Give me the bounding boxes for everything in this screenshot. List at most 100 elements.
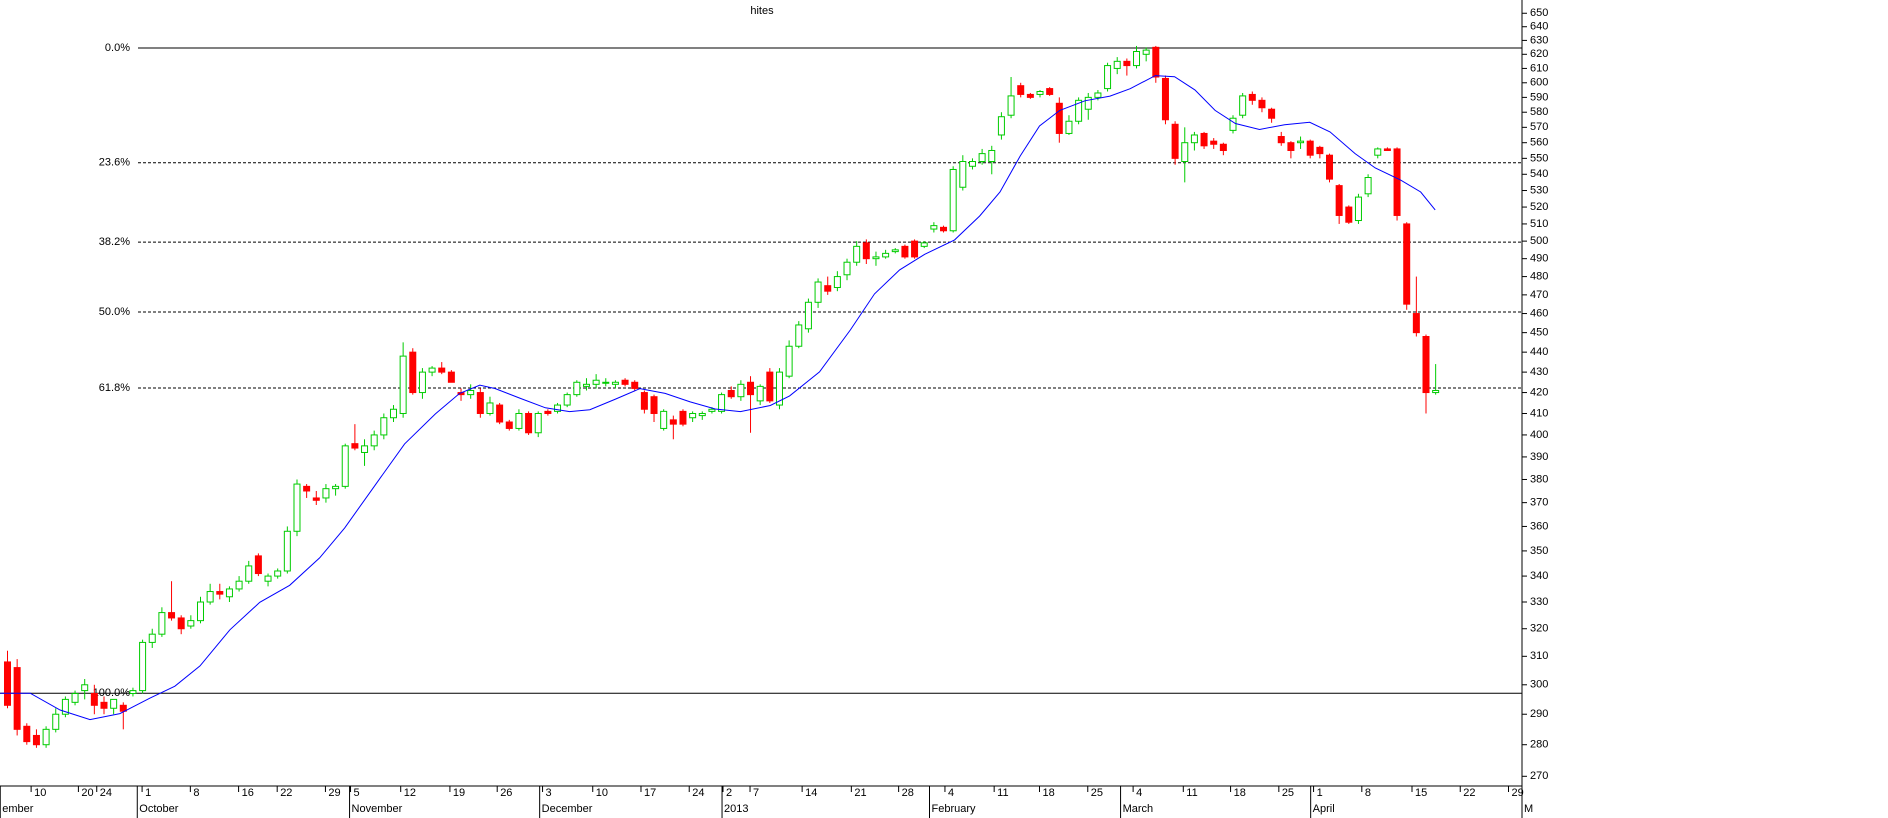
candle-body [997, 116, 1005, 136]
candle-body [1161, 77, 1169, 121]
x-tick-label: 28 [902, 787, 914, 799]
candle-body [544, 410, 552, 414]
candle-body [1374, 148, 1382, 156]
candle-body [206, 591, 214, 603]
candle-body [882, 252, 890, 258]
y-tick-label: 270 [1530, 770, 1548, 782]
candle-body [824, 285, 832, 292]
candle-body [978, 153, 986, 163]
candle-body [920, 242, 928, 247]
candle-body [573, 381, 581, 396]
y-tick-label: 470 [1530, 289, 1548, 301]
candle-body [129, 690, 137, 695]
y-tick-label: 430 [1530, 366, 1548, 378]
candle-body [225, 588, 233, 598]
candle-body [795, 324, 803, 347]
x-tick-label: 11 [1186, 787, 1197, 799]
candle-body [119, 704, 127, 712]
candle-body [621, 379, 629, 385]
candle-body [1354, 196, 1362, 222]
candle-body [322, 488, 330, 499]
candle-body [804, 301, 812, 330]
candle-body [525, 412, 533, 434]
y-tick-label: 510 [1530, 218, 1548, 230]
candle-body [61, 698, 69, 715]
y-tick-label: 570 [1530, 121, 1548, 133]
y-tick-label: 630 [1530, 34, 1548, 46]
y-tick-label: 310 [1530, 650, 1548, 662]
candle-body [1190, 134, 1198, 144]
candle-body [631, 381, 639, 389]
candle-body [582, 383, 590, 387]
candle-body [293, 483, 301, 532]
x-tick-label: 12 [404, 787, 416, 799]
candle-body [32, 734, 40, 746]
candle-body [399, 355, 407, 414]
y-tick-label: 350 [1530, 545, 1548, 557]
candle-body [843, 261, 851, 276]
x-tick-label: 15 [1415, 787, 1427, 799]
candle-body [1219, 143, 1227, 151]
y-tick-label: 480 [1530, 270, 1548, 282]
candle-body [1142, 49, 1150, 55]
x-tick-label: 18 [1234, 787, 1246, 799]
candle-body [737, 383, 745, 398]
candle-body [1075, 99, 1083, 122]
candle-body [264, 575, 272, 582]
x-tick-label: 22 [280, 787, 292, 799]
x-tick-label: 14 [805, 787, 817, 799]
candle-body [862, 242, 870, 260]
y-tick-label: 590 [1530, 91, 1548, 103]
candle-body [611, 381, 619, 385]
candle-body [554, 404, 562, 412]
y-tick-label: 360 [1530, 520, 1548, 532]
candle-body [650, 396, 658, 414]
candle-body [1364, 177, 1372, 195]
candle-body [1113, 60, 1121, 69]
candle-body [81, 684, 89, 692]
candle-body [438, 367, 446, 373]
month-label: April [1313, 803, 1335, 815]
candle-body [1200, 132, 1208, 147]
y-tick-label: 600 [1530, 77, 1548, 89]
candle-body [71, 693, 79, 703]
candle-body [341, 445, 349, 487]
candle-body [196, 601, 204, 622]
candle-body [1248, 93, 1256, 101]
candle-body [139, 641, 147, 692]
candle-body [968, 161, 976, 167]
x-tick-label: 10 [596, 787, 608, 799]
x-tick-label: 16 [242, 787, 254, 799]
y-tick-label: 390 [1530, 451, 1548, 463]
month-label: December [542, 803, 593, 815]
candle-body [1104, 65, 1112, 90]
x-tick-label: 29 [1511, 787, 1523, 799]
y-tick-label: 610 [1530, 62, 1548, 74]
x-tick-label: 11 [997, 787, 1008, 799]
candle-body [679, 410, 687, 425]
y-tick-label: 530 [1530, 184, 1548, 196]
candle-body [1210, 140, 1218, 145]
y-tick-label: 640 [1530, 21, 1548, 33]
candle-body [23, 725, 31, 743]
month-label: M [1524, 803, 1533, 815]
candle-body [110, 698, 118, 709]
fib-label: 50.0% [99, 306, 130, 318]
candle-body [486, 402, 494, 414]
candle-body [891, 249, 899, 253]
candle-body [1133, 51, 1141, 67]
candle-body [1171, 123, 1179, 159]
candle-body [766, 371, 774, 402]
month-label: October [139, 803, 178, 815]
candle-body [814, 281, 822, 303]
candle-body [872, 256, 880, 260]
candle-body [312, 497, 320, 501]
y-tick-label: 550 [1530, 152, 1548, 164]
candle-body [775, 371, 783, 406]
candle-body [428, 367, 436, 373]
y-tick-label: 440 [1530, 346, 1548, 358]
fib-label: 23.6% [99, 157, 130, 169]
candle-body [1036, 91, 1044, 95]
candle-body [689, 412, 697, 419]
